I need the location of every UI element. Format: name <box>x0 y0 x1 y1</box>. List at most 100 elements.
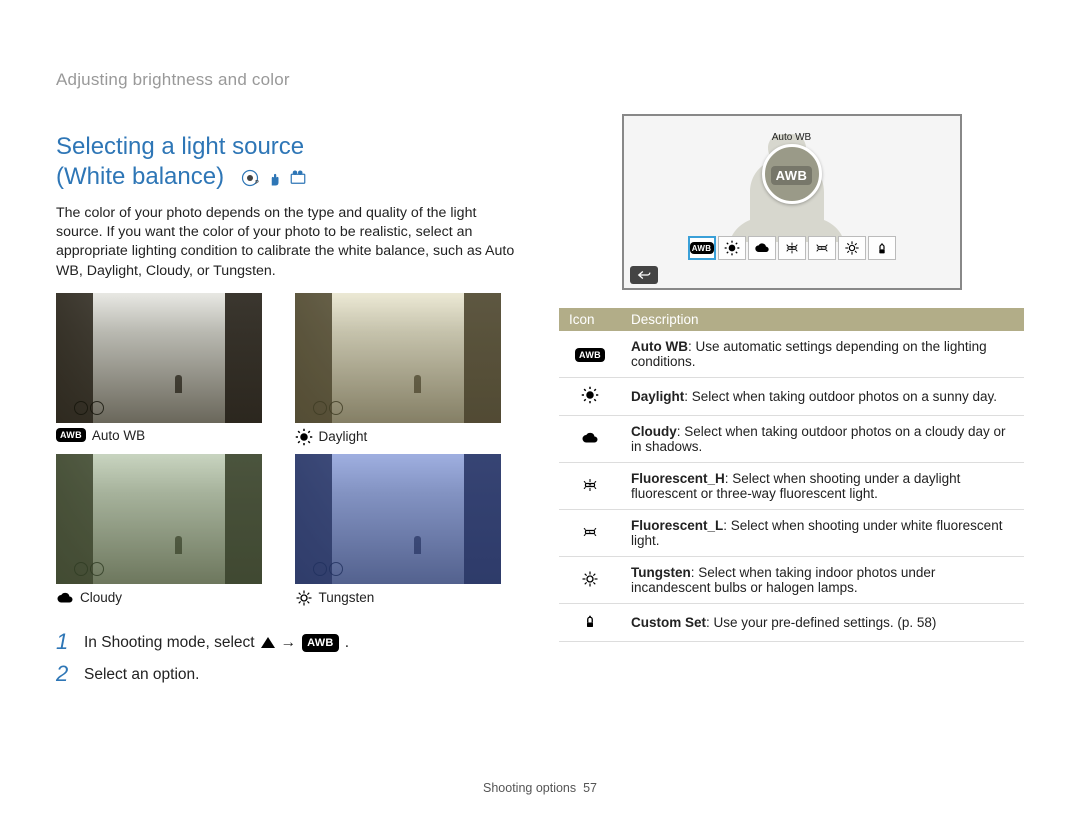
sample-label: Cloudy <box>80 590 122 605</box>
sample-image <box>295 293 501 423</box>
wb-picker-row: AWB <box>688 236 896 260</box>
sample-figure: AWB Auto WB <box>56 293 283 446</box>
daylight-icon <box>724 240 740 256</box>
tungsten-icon <box>295 589 313 607</box>
sample-caption: Tungsten <box>295 589 522 607</box>
table-row: Daylight: Select when taking outdoor pho… <box>559 378 1024 416</box>
row-desc-cell: Auto WB: Use automatic settings dependin… <box>621 331 1024 378</box>
row-text: : Use your pre-defined settings. (p. 58) <box>706 615 936 630</box>
row-icon-cell <box>559 510 621 557</box>
custom-icon <box>874 240 890 256</box>
row-icon-cell: AWB <box>559 331 621 378</box>
step-1: 1 In Shooting mode, select → AWB . <box>56 631 521 653</box>
footer-page: 57 <box>583 781 597 795</box>
fluo_l-icon <box>814 240 830 256</box>
mode-movie-icon <box>289 169 307 187</box>
table-row: Fluorescent_L: Select when shooting unde… <box>559 510 1024 557</box>
title-line-2: (White balance) <box>56 163 224 190</box>
row-icon-cell <box>559 378 621 416</box>
sample-caption: Cloudy <box>56 589 283 607</box>
table-row: AWB Auto WB: Use automatic settings depen… <box>559 331 1024 378</box>
row-name: Cloudy <box>631 424 677 439</box>
wb-picker-item[interactable] <box>808 236 836 260</box>
row-name: Fluorescent_L <box>631 518 723 533</box>
wb-picker-item[interactable] <box>718 236 746 260</box>
fluo_h-icon <box>581 476 599 494</box>
row-desc-cell: Cloudy: Select when taking outdoor photo… <box>621 416 1024 463</box>
camera-screen: Auto WB AWB AWB <box>622 114 962 290</box>
step1-prefix: In Shooting mode, select <box>84 634 255 652</box>
cloudy-icon <box>56 589 74 607</box>
tungsten-icon <box>581 570 599 588</box>
row-name: Daylight <box>631 389 684 404</box>
daylight-icon <box>295 428 313 446</box>
back-button[interactable] <box>630 266 658 284</box>
row-text: : Select when taking outdoor photos on a… <box>631 424 1005 454</box>
wb-picker-item[interactable] <box>868 236 896 260</box>
sample-label: Daylight <box>319 429 368 444</box>
sample-label: Tungsten <box>319 590 375 605</box>
row-name: Custom Set <box>631 615 706 630</box>
th-icon: Icon <box>559 308 621 331</box>
wb-picker-item[interactable] <box>838 236 866 260</box>
sample-label: Auto WB <box>92 428 145 443</box>
selected-wb-label: Auto WB <box>772 132 811 143</box>
awb-badge: AWB <box>771 166 813 185</box>
awb-pill-icon: AWB <box>575 348 605 362</box>
sample-figure: Cloudy <box>56 454 283 607</box>
row-text: : Select when taking outdoor photos on a… <box>684 389 997 404</box>
back-arrow-icon <box>637 270 651 280</box>
step1-suffix: . <box>345 634 349 652</box>
mode-p-icon <box>241 169 259 187</box>
row-desc-cell: Custom Set: Use your pre-defined setting… <box>621 604 1024 642</box>
table-row: Cloudy: Select when taking outdoor photo… <box>559 416 1024 463</box>
sample-grid: AWB Auto WB Daylight Cloudy Tungsten <box>56 293 521 607</box>
wb-picker-item[interactable] <box>778 236 806 260</box>
row-desc-cell: Fluorescent_H: Select when shooting unde… <box>621 463 1024 510</box>
table-row: Fluorescent_H: Select when shooting unde… <box>559 463 1024 510</box>
awb-pill-icon: AWB <box>302 634 339 652</box>
th-description: Description <box>621 308 1024 331</box>
steps-list: 1 In Shooting mode, select → AWB . 2 Sel… <box>56 631 521 685</box>
tungsten-icon <box>844 240 860 256</box>
breadcrumb: Adjusting brightness and color <box>56 70 521 90</box>
step2-text: Select an option. <box>84 663 199 684</box>
row-desc-cell: Tungsten: Select when taking indoor phot… <box>621 557 1024 604</box>
fluo_h-icon <box>784 240 800 256</box>
intro-text: The color of your photo depends on the t… <box>56 204 521 281</box>
daylight-icon <box>581 386 599 404</box>
section-title: Selecting a light source (White balance) <box>56 132 521 192</box>
wb-picker-item[interactable]: AWB <box>688 236 716 260</box>
row-icon-cell <box>559 463 621 510</box>
row-name: Tungsten <box>631 565 691 580</box>
wb-picker-item[interactable] <box>748 236 776 260</box>
awb-pill-icon: AWB <box>56 428 86 442</box>
row-icon-cell <box>559 557 621 604</box>
mode-hand-icon <box>265 169 283 187</box>
table-row: Tungsten: Select when taking indoor phot… <box>559 557 1024 604</box>
sample-figure: Daylight <box>295 293 522 446</box>
wb-table: Icon Description AWB Auto WB: Use automat… <box>559 308 1024 642</box>
selected-wb-circle[interactable]: AWB <box>762 144 822 204</box>
table-row: Custom Set: Use your pre-defined setting… <box>559 604 1024 642</box>
row-name: Fluorescent_H <box>631 471 725 486</box>
cloudy-icon <box>581 429 599 447</box>
row-desc-cell: Fluorescent_L: Select when shooting unde… <box>621 510 1024 557</box>
fluo_l-icon <box>581 523 599 541</box>
mode-icons <box>241 169 307 187</box>
sample-caption: AWB Auto WB <box>56 428 283 443</box>
awb-pill-icon: AWB <box>690 242 714 254</box>
step-2: 2 Select an option. <box>56 663 521 685</box>
title-line-1: Selecting a light source <box>56 133 304 160</box>
page-footer: Shooting options 57 <box>0 781 1080 795</box>
row-icon-cell <box>559 604 621 642</box>
sample-figure: Tungsten <box>295 454 522 607</box>
step-number: 1 <box>56 631 74 653</box>
row-name: Auto WB <box>631 339 688 354</box>
custom-icon <box>581 612 599 630</box>
footer-label: Shooting options <box>483 781 576 795</box>
step-number: 2 <box>56 663 74 685</box>
sample-image <box>295 454 501 584</box>
sample-image <box>56 454 262 584</box>
step1-arrow: → <box>281 634 297 652</box>
